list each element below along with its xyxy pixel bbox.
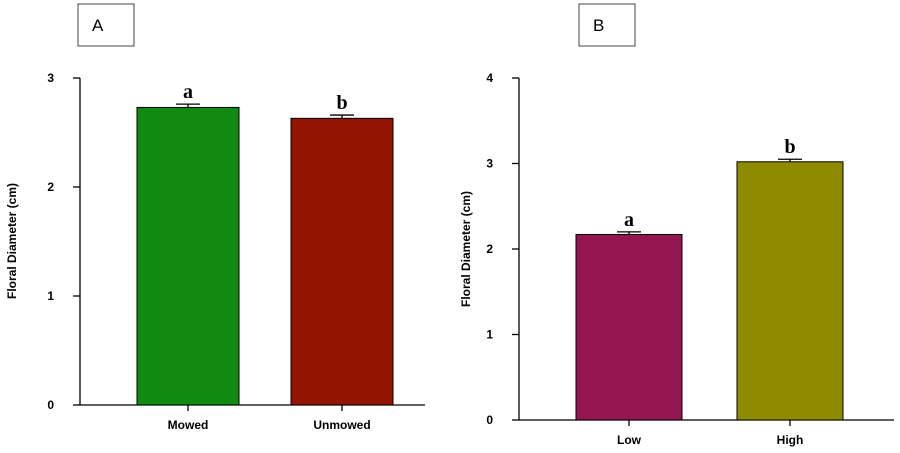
panel-b-bar-high xyxy=(736,161,844,421)
panel-b-y-tick-label: 3 xyxy=(486,157,493,171)
panel-b-label: B xyxy=(593,16,604,35)
panel-a-bar-mowed xyxy=(136,106,240,406)
panel-a-category-label: Unmowed xyxy=(313,418,370,432)
panel-b-y-tick-label: 0 xyxy=(486,413,493,427)
panel-b-category-label: Low xyxy=(617,433,642,447)
panel-b-bars: ab xyxy=(575,136,844,421)
panel-b-label-box xyxy=(578,3,636,47)
panel-b-axes: 0 1 2 3 4 Low High xyxy=(486,71,894,447)
panel-a-significance-letter: a xyxy=(183,81,193,103)
panel-a-significance-letter: b xyxy=(336,92,347,114)
panel-a-y-tick-label: 3 xyxy=(47,71,54,85)
panel-a-category-label: Mowed xyxy=(168,418,209,432)
panel-b-bar-low xyxy=(575,233,683,421)
panel-a-y-tick-label: 1 xyxy=(47,289,54,303)
panel-b-category-label: High xyxy=(777,433,804,447)
panel-a-bar-unmowed xyxy=(290,117,394,406)
panel-a-label: A xyxy=(92,16,104,35)
panel-a-y-tick-label: 2 xyxy=(47,180,54,194)
panel-a-label-box xyxy=(77,3,135,47)
panel-b-significance-letter: b xyxy=(784,136,795,158)
panel-b-y-tick-label: 4 xyxy=(486,71,493,85)
panel-b-y-tick-label: 1 xyxy=(486,328,493,342)
panel-b-significance-letter: a xyxy=(624,209,634,231)
panel-a-y-axis-label: Floral Diameter (cm) xyxy=(5,183,19,299)
panel-b-y-axis-label: Floral Diameter (cm) xyxy=(459,191,473,307)
panel-a-y-tick-label: 0 xyxy=(47,398,54,412)
panel-b-y-tick-label: 2 xyxy=(486,242,493,256)
